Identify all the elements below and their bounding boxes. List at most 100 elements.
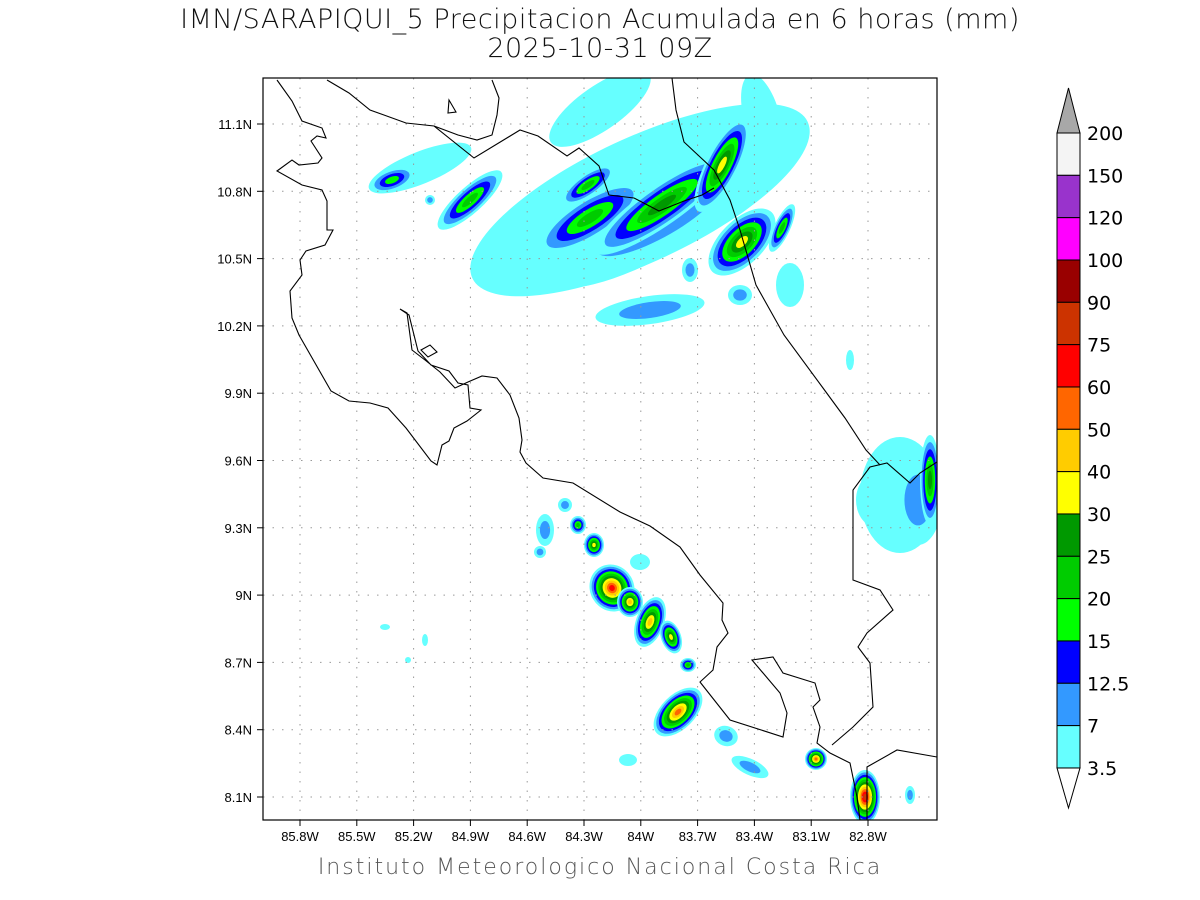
precip-cell xyxy=(595,294,705,326)
lat-label: 10.2N xyxy=(217,319,252,334)
colorbar-swatch xyxy=(1056,174,1081,219)
colorbar-label: 12.5 xyxy=(1087,673,1129,695)
colorbar-label: 120 xyxy=(1087,208,1123,230)
precip-contour xyxy=(741,78,783,162)
precip-contour xyxy=(576,522,580,528)
precip-contour xyxy=(776,263,804,307)
colorbar-label: 3.5 xyxy=(1087,758,1117,780)
precip-cell xyxy=(659,620,683,654)
colorbar-label: 30 xyxy=(1087,504,1111,526)
precip-contour xyxy=(647,618,653,626)
precip-contour xyxy=(686,663,690,667)
colorbar-swatch xyxy=(1056,555,1081,600)
precip-cell xyxy=(619,754,637,766)
precip-contour xyxy=(647,194,677,216)
colorbar-label: 200 xyxy=(1087,123,1123,145)
colorbar-swatch xyxy=(1056,725,1081,769)
colorbar-label: 75 xyxy=(1087,335,1111,357)
precip-contour xyxy=(427,197,433,203)
colorbar-swatch xyxy=(1056,259,1081,303)
lon-label: 83.7W xyxy=(679,829,717,844)
lon-label: 85.2W xyxy=(395,829,433,844)
gridlines xyxy=(263,78,937,820)
precip-cell xyxy=(593,155,731,255)
precip-contour xyxy=(462,192,478,208)
lon-label: 84.3W xyxy=(565,829,603,844)
colorbar-over-arrow xyxy=(1056,87,1081,134)
precip-cell xyxy=(728,285,752,305)
pacific-coast xyxy=(275,79,861,820)
precip-contour xyxy=(549,78,651,147)
precip-cell xyxy=(694,118,750,212)
colorbar-under-arrow xyxy=(1056,767,1081,810)
lon-label: 85.5W xyxy=(338,829,376,844)
colorbar-swatch xyxy=(1056,513,1081,557)
precip-cell xyxy=(856,472,900,528)
precip-cell xyxy=(846,350,854,370)
precip-cell xyxy=(536,181,644,255)
precip-contour xyxy=(630,554,650,570)
precip-contour xyxy=(736,236,748,248)
precip-cell xyxy=(805,748,827,770)
colorbar-label: 60 xyxy=(1087,377,1111,399)
lon-label: 83.4W xyxy=(736,829,774,844)
lat-label: 10.8N xyxy=(217,184,252,199)
precip-contour xyxy=(778,222,786,234)
precip-cell xyxy=(714,725,738,747)
lon-label: 84.9W xyxy=(452,829,490,844)
precip-contour xyxy=(576,208,604,228)
lon-label: 85.8W xyxy=(281,829,319,844)
precip-contour xyxy=(561,501,569,509)
gulf-island xyxy=(420,344,438,358)
precip-cell xyxy=(536,514,554,546)
precip-cell xyxy=(422,634,428,646)
panama-border xyxy=(831,461,937,746)
lat-label: 8.1N xyxy=(225,790,252,805)
colorbar-swatch xyxy=(1056,386,1081,430)
colorbar-swatch xyxy=(1056,301,1081,346)
colorbar-label: 7 xyxy=(1087,716,1099,738)
map-title: IMN/SARAPIQUI_5 Precipitacion Acumulada … xyxy=(180,4,1020,35)
precip-cell xyxy=(682,258,698,282)
precip-contour xyxy=(581,179,595,191)
colorbar-swatch xyxy=(1056,640,1081,684)
colorbar-swatch xyxy=(1056,428,1081,473)
lon-label: 84.6W xyxy=(508,829,546,844)
precip-cell xyxy=(630,554,650,570)
precip-cell xyxy=(380,624,390,630)
footer-credit: Instituto Meteorologico Nacional Costa R… xyxy=(317,855,883,880)
precip-contour xyxy=(592,542,596,548)
colorbar-label: 150 xyxy=(1087,165,1123,187)
precip-cell xyxy=(680,658,696,672)
precip-contour xyxy=(814,757,818,761)
precip-cell xyxy=(584,533,604,557)
lat-label: 9.6N xyxy=(225,454,252,469)
colorbar-label: 90 xyxy=(1087,292,1111,314)
precip-cell xyxy=(850,770,880,820)
precip-contour xyxy=(405,657,411,663)
colorbar-swatch xyxy=(1056,598,1081,642)
lon-label: 83.1W xyxy=(792,829,830,844)
precip-contour xyxy=(627,599,633,605)
map-timestamp: 2025-10-31 09Z xyxy=(487,33,713,64)
lat-label: 9N xyxy=(235,588,252,603)
precip-contour xyxy=(380,624,390,630)
precip-contour xyxy=(739,760,761,774)
colorbar-swatch xyxy=(1056,344,1081,388)
lat-label: 8.7N xyxy=(225,655,252,670)
lon-label: 82.8W xyxy=(849,829,887,844)
colorbar-label: 20 xyxy=(1087,589,1111,611)
axis-ticks: 85.8W 85.5W 85.2W 84.9W 84.6W 84.3W 84W 83.7W 83… xyxy=(217,117,887,844)
precip-contour xyxy=(539,520,551,540)
precip-cell xyxy=(617,587,643,617)
lake-shore xyxy=(433,79,500,141)
lat-label: 9.9N xyxy=(225,386,252,401)
colorbar: 200 150 120 100 90 75 60 50 40 30 25 20 15 12.5 7 3.5 xyxy=(1056,87,1129,810)
coastlines-borders xyxy=(275,78,937,820)
lat-label: 11.1N xyxy=(218,117,252,132)
precip-cell xyxy=(776,263,804,307)
precip-contour xyxy=(907,789,913,801)
precip-contour xyxy=(685,263,695,277)
precip-contour xyxy=(619,754,637,766)
